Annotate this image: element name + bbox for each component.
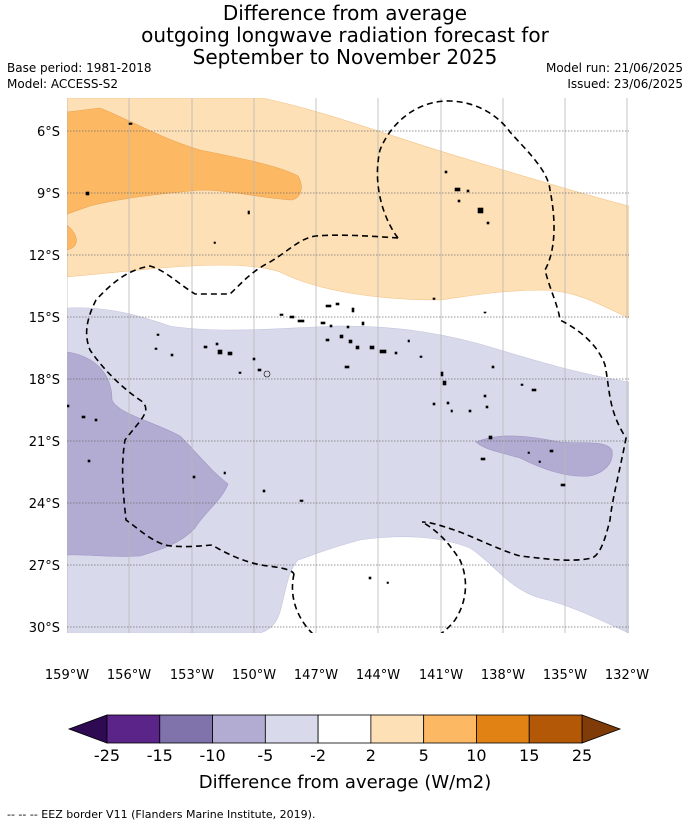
colorbar-tick-label: -15 bbox=[147, 746, 173, 765]
eez-border-main bbox=[376, 100, 627, 561]
colorbar-max-extension bbox=[581, 714, 622, 744]
colorbar-segment bbox=[106, 714, 161, 744]
colorbar-tick-label: 10 bbox=[466, 746, 486, 765]
lat-label: 12°S bbox=[29, 249, 60, 264]
colorbar-segment bbox=[317, 714, 372, 744]
lon-label: 153°W bbox=[170, 668, 214, 683]
colorbar-segment bbox=[476, 714, 530, 744]
title-line-1: Difference from average bbox=[222, 1, 468, 25]
colorbar-tick-label: 5 bbox=[419, 746, 429, 765]
copyright-notice: © Commonwealth of Australia 2025, Bureau… bbox=[70, 635, 575, 649]
colorbar-tick-label: -10 bbox=[199, 746, 225, 765]
anomaly-region-minus2-to-minus5 bbox=[67, 307, 629, 633]
lon-label: 144°W bbox=[356, 668, 400, 683]
colorbar-tick-label: 25 bbox=[572, 746, 592, 765]
colorbar-segment bbox=[423, 714, 477, 744]
colorbar-tick-label: -5 bbox=[257, 746, 273, 765]
eez-border-south bbox=[291, 521, 467, 633]
eez-border-west bbox=[85, 234, 399, 575]
lon-label: 141°W bbox=[419, 668, 463, 683]
colorbar-segment bbox=[528, 714, 583, 744]
colorbar-segment bbox=[212, 714, 266, 744]
lat-label: 24°S bbox=[29, 497, 60, 512]
title-line-3: September to November 2025 bbox=[192, 45, 498, 69]
title-line-2: outgoing longwave radiation forecast for bbox=[141, 23, 549, 47]
lon-label: 150°W bbox=[232, 668, 276, 683]
colorbar-tick-label: -25 bbox=[94, 746, 120, 765]
lat-label: 18°S bbox=[29, 373, 60, 388]
lat-label: 6°S bbox=[37, 125, 60, 140]
colorbar-segment bbox=[264, 714, 319, 744]
islands bbox=[67, 122, 566, 584]
lat-label: 9°S bbox=[37, 187, 60, 202]
anomaly-region-5-to-10 bbox=[67, 107, 302, 215]
colorbar-tick-label: -2 bbox=[310, 746, 326, 765]
lon-label: 135°W bbox=[543, 668, 587, 683]
longitude-labels: 159°W 156°W 153°W 150°W 147°W 144°W 141°… bbox=[45, 668, 649, 683]
lat-label: 21°S bbox=[29, 435, 60, 450]
colorbar-tick-label: 15 bbox=[519, 746, 539, 765]
colorbar-segment bbox=[159, 714, 213, 744]
colorbar-segments bbox=[106, 714, 583, 744]
lon-label: 147°W bbox=[294, 668, 338, 683]
latitude-labels: 6°S 9°S 12°S 15°S 18°S 21°S 24°S 27°S 30… bbox=[29, 125, 60, 636]
colorbar-min-extension bbox=[67, 714, 108, 744]
lon-label: 138°W bbox=[481, 668, 525, 683]
longitude-gridlines bbox=[67, 98, 628, 633]
anomaly-region-minus5-to-minus10-west bbox=[67, 351, 229, 557]
lat-label: 27°S bbox=[29, 559, 60, 574]
issued-date: Issued: 23/06/2025 bbox=[567, 77, 683, 91]
colorbar-tick-label: 2 bbox=[366, 746, 376, 765]
model-run: Model run: 21/06/2025 bbox=[545, 61, 683, 75]
latitude-gridlines bbox=[67, 130, 629, 628]
lon-label: 132°W bbox=[605, 668, 649, 683]
eez-footer-note: -- -- -- EEZ border V11 (Flanders Marine… bbox=[7, 808, 316, 821]
anomaly-region-minus5-to-minus10-east bbox=[475, 435, 613, 477]
meta-right: Model run: 21/06/2025 Issued: 23/06/2025 bbox=[546, 60, 683, 92]
colorbar: -25 -15 -10 -5 -2 2 5 10 15 25 Difference from av… bbox=[67, 714, 622, 793]
base-period: Base period: 1981-2018 bbox=[7, 61, 152, 75]
map-canvas: © Commonwealth of Australia 2025, Bureau… bbox=[67, 98, 629, 649]
meta-left: Base period: 1981-2018 Model: ACCESS-S2 bbox=[7, 60, 152, 92]
colorbar-ticks: -25 -15 -10 -5 -2 2 5 10 15 25 bbox=[94, 746, 592, 765]
lat-label: 15°S bbox=[29, 311, 60, 326]
colorbar-label: Difference from average (W/m2) bbox=[199, 772, 491, 793]
lon-label: 159°W bbox=[45, 668, 89, 683]
anomaly-region-5-to-10-small bbox=[67, 224, 77, 251]
lon-label: 156°W bbox=[107, 668, 151, 683]
map-title: Difference from average outgoing longwav… bbox=[0, 2, 690, 68]
lat-label: 30°S bbox=[29, 621, 60, 636]
colorbar-segment bbox=[370, 714, 425, 744]
model-name: Model: ACCESS-S2 bbox=[7, 77, 119, 91]
